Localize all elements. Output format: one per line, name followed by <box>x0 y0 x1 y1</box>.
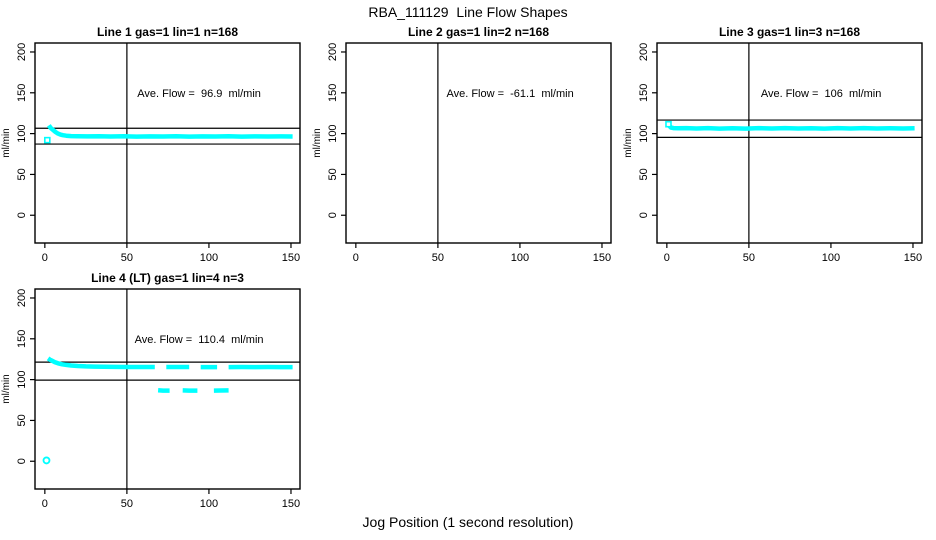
x-tick-label: 100 <box>822 252 840 264</box>
x-tick-label: 100 <box>200 252 218 264</box>
x-tick-label: 50 <box>432 252 444 264</box>
series-line <box>46 356 155 370</box>
y-tick-label: 50 <box>16 168 28 180</box>
x-tick-label: 0 <box>42 498 48 510</box>
y-tick-label: 0 <box>16 458 28 464</box>
panel-title: Line 2 gas=1 lin=2 n=168 <box>408 25 549 39</box>
y-tick-label: 150 <box>16 84 28 102</box>
x-tick-label: 50 <box>121 252 133 264</box>
panel-box <box>34 288 301 490</box>
x-tick-label: 150 <box>282 498 300 510</box>
y-tick-label: 200 <box>638 43 650 61</box>
y-axis-unit-label: ml/min <box>1 128 12 157</box>
y-tick-label: 0 <box>638 212 650 218</box>
panel-line-3: 0 50 100 150 0 50 100 150 200 ml/min Line 3 gas=1 … <box>623 25 923 264</box>
panel-title: Line 3 gas=1 lin=3 n=168 <box>719 25 860 39</box>
x-axis-label: Jog Position (1 second resolution) <box>362 514 574 530</box>
panel-title: Line 4 (LT) gas=1 lin=4 n=3 <box>91 271 244 285</box>
ave-flow-annotation: Ave. Flow = -61.1 ml/min <box>446 88 573 100</box>
y-tick-label: 200 <box>16 289 28 307</box>
y-tick-label: 150 <box>16 330 28 348</box>
y-tick-label: 100 <box>16 124 28 142</box>
x-tick-label: 150 <box>282 252 300 264</box>
x-tick-label: 0 <box>353 252 359 264</box>
x-tick-label: 0 <box>664 252 670 264</box>
y-tick-label: 200 <box>327 43 339 61</box>
main-title: RBA_111129 Line Flow Shapes <box>368 4 568 20</box>
panel-line-4-lt: 0 50 100 150 0 50 100 150 200 ml/min Line 4 (LT) g… <box>1 271 301 510</box>
y-axis-unit-label: ml/min <box>623 128 634 157</box>
y-tick-label: 200 <box>16 43 28 61</box>
x-tick-label: 100 <box>200 498 218 510</box>
x-tick-label: 50 <box>743 252 755 264</box>
series-line <box>667 124 915 131</box>
y-tick-label: 150 <box>638 84 650 102</box>
y-tick-label: 150 <box>327 84 339 102</box>
y-tick-label: 100 <box>638 124 650 142</box>
y-tick-label: 100 <box>16 370 28 388</box>
panel-box <box>34 42 301 244</box>
y-tick-label: 0 <box>327 212 339 218</box>
x-tick-label: 0 <box>42 252 48 264</box>
y-tick-label: 0 <box>16 212 28 218</box>
panel-line-2: 0 50 100 150 0 50 100 150 200 ml/min Line 2 gas=1 … <box>312 25 612 264</box>
panel-box <box>656 42 923 244</box>
x-tick-label: 100 <box>511 252 529 264</box>
x-tick-label: 50 <box>121 498 133 510</box>
ave-flow-annotation: Ave. Flow = 106 ml/min <box>761 88 882 100</box>
y-axis-unit-label: ml/min <box>1 374 12 403</box>
start-point-circle-marker <box>42 456 51 465</box>
ave-flow-annotation: Ave. Flow = 110.4 ml/min <box>135 334 264 346</box>
series-line <box>47 124 293 139</box>
y-tick-label: 50 <box>16 414 28 426</box>
panel-line-1: 0 50 100 150 0 50 100 150 200 ml/min Line 1 gas=1 … <box>1 25 301 264</box>
y-tick-label: 100 <box>327 124 339 142</box>
x-tick-label: 150 <box>904 252 922 264</box>
start-point-square-marker <box>665 120 672 128</box>
panel-box <box>345 42 612 244</box>
ave-flow-annotation: Ave. Flow = 96.9 ml/min <box>137 88 261 100</box>
panel-title: Line 1 gas=1 lin=1 n=168 <box>97 25 238 39</box>
y-tick-label: 50 <box>638 168 650 180</box>
y-axis-unit-label: ml/min <box>312 128 323 157</box>
start-point-square-marker <box>44 136 51 144</box>
x-tick-label: 150 <box>593 252 611 264</box>
y-tick-label: 50 <box>327 168 339 180</box>
